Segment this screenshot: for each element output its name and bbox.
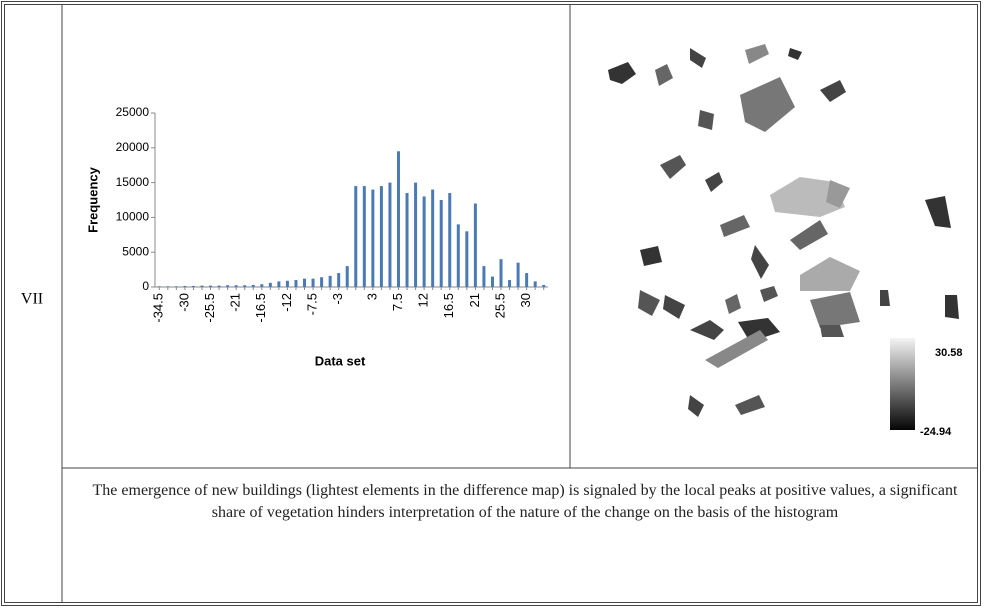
bar xyxy=(218,286,221,287)
x-tick-label: 30 xyxy=(518,293,533,307)
bar xyxy=(158,286,161,287)
bar xyxy=(542,285,545,287)
bar xyxy=(440,200,443,287)
page: VII The emergence of new buildings (ligh… xyxy=(0,0,984,608)
bar xyxy=(175,286,178,287)
bar xyxy=(380,186,383,287)
y-tick-label: 20000 xyxy=(116,140,150,154)
colorbar xyxy=(890,338,915,430)
bar xyxy=(337,273,340,287)
y-tick-label: 0 xyxy=(142,279,149,293)
bar xyxy=(414,183,417,287)
bar xyxy=(166,286,169,287)
bar xyxy=(431,190,434,287)
colorbar-min: -24.94 xyxy=(920,426,952,438)
x-tick-label: -16.5 xyxy=(253,293,268,323)
bar xyxy=(312,279,315,287)
bar xyxy=(465,231,468,287)
histogram: 0 5000 10000 15000 20000 25000 Frequency Data s… xyxy=(85,105,548,368)
bar xyxy=(183,286,186,287)
x-tick-label: -30 xyxy=(176,293,191,312)
bar xyxy=(534,281,537,287)
x-tick-label: 7.5 xyxy=(390,293,405,311)
bar xyxy=(200,286,203,287)
x-tick-label: 16.5 xyxy=(441,293,456,318)
caption-box: The emergence of new buildings (lightest… xyxy=(90,480,960,580)
bar xyxy=(209,286,212,287)
y-tick-label: 5000 xyxy=(122,244,149,258)
bar xyxy=(448,193,451,287)
bar xyxy=(294,280,297,287)
bar xyxy=(500,259,503,287)
bar xyxy=(525,273,528,287)
y-tick-label: 15000 xyxy=(116,175,150,189)
bar xyxy=(508,280,511,287)
x-tick-label: 21 xyxy=(467,293,482,307)
bar xyxy=(397,151,400,287)
bar xyxy=(491,277,494,287)
bar xyxy=(406,193,409,287)
bar xyxy=(320,277,323,287)
bar xyxy=(517,263,520,287)
bar xyxy=(269,283,272,287)
y-axis-title: Frequency xyxy=(85,166,100,233)
bar xyxy=(243,285,246,287)
x-tick-label: 12 xyxy=(416,293,431,307)
bar xyxy=(457,224,460,287)
bar xyxy=(260,284,263,287)
bar xyxy=(363,186,366,287)
x-tick-label: -3 xyxy=(330,293,345,305)
bar xyxy=(354,186,357,287)
bar xyxy=(474,203,477,287)
bar xyxy=(235,285,238,287)
bar xyxy=(252,285,255,287)
bar xyxy=(388,183,391,287)
bar xyxy=(192,286,195,287)
x-tick-label: -7.5 xyxy=(304,293,319,315)
x-tick-label: -21 xyxy=(228,293,243,312)
x-tick-label: 25.5 xyxy=(492,293,507,318)
x-axis-title: Data set xyxy=(315,353,366,368)
colorbar-max: 30.58 xyxy=(935,347,963,359)
bar xyxy=(286,281,289,287)
bar xyxy=(303,279,306,287)
x-tick-label: 3 xyxy=(364,293,379,300)
x-tick-label: -12 xyxy=(279,293,294,312)
bar xyxy=(277,281,280,287)
x-tick-label: -34.5 xyxy=(151,293,166,323)
y-tick-label: 10000 xyxy=(116,210,150,224)
caption: The emergence of new buildings (lightest… xyxy=(90,480,960,524)
bar xyxy=(346,266,349,287)
y-tick-label: 25000 xyxy=(116,105,150,119)
difference-map xyxy=(608,44,959,430)
row-label: VII xyxy=(21,291,43,308)
bar xyxy=(423,197,426,287)
bar xyxy=(329,276,332,287)
bar xyxy=(226,285,229,287)
x-tick-label: -25.5 xyxy=(202,293,217,323)
bar xyxy=(371,190,374,287)
bar xyxy=(482,266,485,287)
